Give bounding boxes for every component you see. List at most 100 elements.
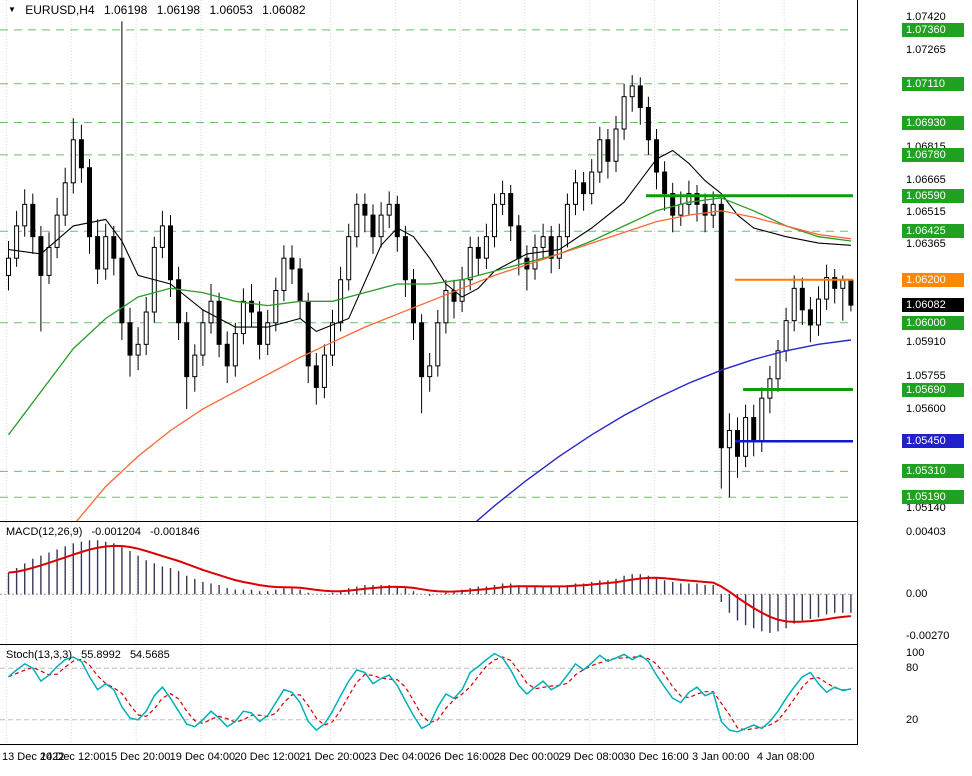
price-level-badge: 1.07360 — [902, 22, 964, 37]
candle — [402, 225, 408, 297]
macd-signal-value: -0.001846 — [150, 526, 200, 538]
candle — [249, 284, 254, 328]
macd-label: MACD(12,26,9) -0.001204 -0.001846 — [6, 526, 206, 538]
candle — [103, 223, 109, 280]
candle — [605, 128, 611, 179]
candle — [330, 309, 335, 366]
candle — [411, 268, 416, 341]
candle — [451, 279, 457, 319]
candle — [500, 180, 506, 216]
candle — [427, 352, 433, 392]
candle — [354, 193, 360, 248]
candle — [143, 296, 149, 356]
open-value: 1.06198 — [103, 3, 148, 17]
candle — [265, 309, 271, 356]
candle — [694, 184, 700, 222]
stoch-axis-label: 20 — [906, 713, 919, 726]
candle — [321, 344, 327, 399]
price-tick-label: 1.06515 — [906, 205, 946, 218]
panel-separator[interactable] — [0, 521, 972, 522]
macd-histogram — [7, 540, 852, 633]
candle — [791, 275, 797, 332]
stoch-label: Stoch(13,3,3) 55.8992 54.5685 — [6, 649, 176, 661]
candle — [240, 288, 246, 345]
candle — [370, 204, 376, 254]
candle — [200, 309, 206, 366]
candle — [443, 279, 449, 334]
ma-blue-line — [475, 339, 851, 521]
stoch-main-value: 55.8992 — [81, 649, 121, 661]
candle — [378, 202, 384, 248]
price-axis[interactable]: 1.074201.072651.068151.066651.065151.063… — [857, 0, 972, 745]
candle — [475, 236, 481, 276]
candle — [564, 193, 570, 248]
candle — [621, 83, 627, 140]
candle — [581, 172, 587, 211]
candle — [799, 277, 805, 325]
time-axis[interactable]: 13 Dec 2022 14 Dec 12:00 15 Dec 20:00 19 De… — [0, 745, 972, 776]
macd-signal-line — [8, 544, 851, 623]
candle — [176, 266, 182, 341]
candle — [297, 258, 303, 319]
candle — [540, 223, 546, 259]
panel-separator[interactable] — [0, 644, 972, 645]
candle — [224, 331, 230, 384]
candle — [87, 159, 92, 254]
candle — [305, 292, 311, 384]
macd-indicator-panel[interactable] — [0, 522, 857, 643]
candle — [46, 232, 52, 285]
time-tick-label: 21 Dec 20:00 — [299, 751, 365, 763]
candle — [548, 225, 554, 274]
price-tick-label: 1.05910 — [906, 336, 946, 349]
candle — [257, 301, 263, 360]
price-tick-label: 1.06665 — [906, 173, 946, 186]
candle — [824, 264, 830, 310]
time-tick-label: 13 Dec 2022 — [2, 751, 65, 763]
candle — [135, 327, 141, 371]
symbol-dropdown-icon[interactable]: ▼ — [8, 5, 16, 14]
price-level-badge: 1.06930 — [902, 115, 964, 130]
candle — [840, 275, 846, 321]
candle — [281, 245, 287, 302]
time-tick-label: 29 Dec 08:00 — [558, 751, 624, 763]
stoch-signal-value: 54.5685 — [129, 649, 170, 661]
time-tick-label: 15 Dec 20:00 — [104, 751, 171, 763]
price-level-badge: 1.06425 — [902, 224, 964, 239]
candle — [645, 96, 651, 155]
macd-name: MACD(12,26,9) — [6, 526, 83, 538]
candle — [70, 118, 76, 194]
candle — [637, 77, 643, 125]
price-level-badge: 1.05190 — [902, 490, 964, 505]
candle — [95, 219, 101, 285]
candle — [848, 279, 854, 312]
current-price-badge: 1.06082 — [902, 298, 964, 313]
candle — [394, 195, 400, 252]
time-tick-label: 26 Dec 16:00 — [428, 751, 495, 763]
main-price-chart[interactable] — [0, 0, 857, 521]
time-tick-label: 4 Jan 08:00 — [756, 751, 815, 763]
price-tick-label: 1.06365 — [906, 238, 946, 251]
candle — [119, 21, 125, 341]
candle — [492, 193, 497, 248]
candle — [184, 312, 190, 409]
time-tick-label: 19 Dec 04:00 — [169, 751, 236, 763]
candle — [573, 169, 578, 216]
candle — [743, 404, 749, 468]
stoch-name: Stoch(13,3,3) — [6, 649, 73, 661]
candle — [111, 225, 117, 276]
price-level-badge: 1.05310 — [902, 464, 964, 479]
candle — [313, 352, 319, 405]
stochastic-indicator-panel[interactable] — [0, 645, 857, 743]
candle — [22, 189, 28, 237]
candle — [78, 124, 84, 183]
stoch-axis-label: 80 — [906, 662, 919, 675]
candle — [589, 159, 595, 205]
symbol-timeframe-label: EURUSD,H4 — [25, 3, 95, 17]
candle — [192, 344, 198, 392]
price-level-badge: 1.05690 — [902, 382, 964, 397]
candle — [6, 240, 11, 291]
candle — [62, 167, 68, 226]
candle — [726, 413, 732, 498]
candle — [386, 191, 392, 229]
candle — [232, 322, 238, 377]
